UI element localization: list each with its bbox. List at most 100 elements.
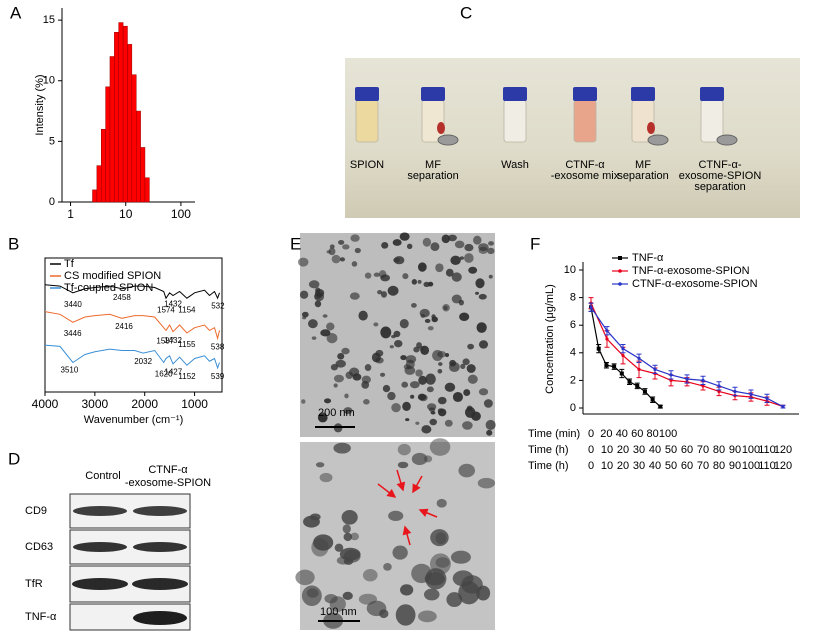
x-tick-label: 60 <box>681 444 693 456</box>
particle <box>387 391 396 401</box>
y-tick-label: 0 <box>49 196 55 208</box>
row-label: TfR <box>25 578 43 590</box>
panel-label: A <box>10 3 22 22</box>
particle <box>381 242 389 249</box>
peak-label: 1427 <box>164 368 182 377</box>
particle <box>335 359 346 368</box>
particle <box>338 240 345 245</box>
particle <box>488 274 493 279</box>
particle <box>415 369 423 377</box>
particle <box>397 443 411 456</box>
x-tick-label: 120 <box>774 444 792 456</box>
x-tick-label: 20 <box>617 444 629 456</box>
particle <box>459 312 470 322</box>
particle <box>315 462 325 468</box>
particle <box>478 388 489 396</box>
particle <box>375 357 384 364</box>
particle <box>364 272 372 279</box>
point <box>596 346 601 351</box>
particle <box>463 389 471 396</box>
x-tick-label: 80 <box>713 444 725 456</box>
particle <box>437 368 443 374</box>
particle <box>352 373 362 381</box>
magnet <box>647 134 669 146</box>
particle <box>308 280 320 289</box>
peak-label: 1574 <box>157 305 175 314</box>
series-line <box>590 302 784 408</box>
particle <box>444 419 453 427</box>
particle <box>380 326 392 339</box>
legend-label: Tf <box>64 258 75 270</box>
particle <box>397 461 409 469</box>
row-label: CD9 <box>25 505 47 517</box>
magnet <box>716 134 738 146</box>
particle <box>358 310 368 321</box>
vial <box>631 99 655 143</box>
particle <box>343 557 354 565</box>
particle <box>333 383 338 388</box>
particle <box>326 332 338 344</box>
particle <box>342 591 353 601</box>
series-line <box>590 307 661 408</box>
particle <box>383 563 392 571</box>
particle <box>413 346 420 353</box>
particle <box>351 261 358 267</box>
point <box>589 305 593 309</box>
particle <box>487 247 495 255</box>
x-tick-label: 110 <box>758 460 776 472</box>
bar <box>127 44 133 203</box>
particle <box>373 322 379 327</box>
particle <box>344 393 349 399</box>
particle <box>477 477 496 489</box>
x-tick-label: 50 <box>665 460 677 472</box>
vial-cap <box>700 87 724 101</box>
particle <box>417 393 427 401</box>
particle <box>334 543 344 552</box>
particle <box>488 241 495 246</box>
particle <box>406 243 413 250</box>
particle <box>471 411 481 421</box>
particle <box>322 314 328 318</box>
particle <box>354 247 361 254</box>
point <box>650 397 655 402</box>
point <box>612 364 617 369</box>
particle <box>301 311 309 318</box>
particle <box>324 398 332 404</box>
particle <box>364 364 372 372</box>
particle <box>391 403 401 413</box>
particle <box>459 256 464 260</box>
x-tick-label: 100 <box>171 207 191 221</box>
particle <box>423 281 430 288</box>
particle <box>432 349 443 361</box>
x-tick-label: 2000 <box>131 397 158 411</box>
y-tick-label: 15 <box>43 14 55 26</box>
particle <box>447 234 457 242</box>
particle <box>461 575 483 594</box>
particle <box>479 340 489 349</box>
x-tick-label: 20 <box>617 460 629 472</box>
scale-label: 200 nm <box>318 407 355 419</box>
vial-cap <box>421 87 445 101</box>
bar <box>96 165 102 203</box>
particle <box>361 375 371 384</box>
y-tick-label: 10 <box>564 264 576 276</box>
peak-label: 1587 <box>156 337 174 346</box>
peak-label: 2032 <box>134 357 152 366</box>
vial <box>573 99 597 143</box>
particle <box>295 569 315 586</box>
particle <box>342 524 351 534</box>
particle <box>320 329 331 337</box>
particle <box>373 272 380 277</box>
particle <box>309 513 321 521</box>
particle <box>452 391 463 403</box>
particle <box>341 509 358 525</box>
peak-label: 1154 <box>178 305 196 314</box>
particle <box>399 232 410 241</box>
particle <box>379 609 389 619</box>
particle <box>388 510 404 522</box>
particle <box>415 421 420 425</box>
vial-cap <box>503 87 527 101</box>
y-tick-label: 5 <box>49 135 55 147</box>
particle <box>467 343 475 350</box>
particle <box>486 429 493 436</box>
